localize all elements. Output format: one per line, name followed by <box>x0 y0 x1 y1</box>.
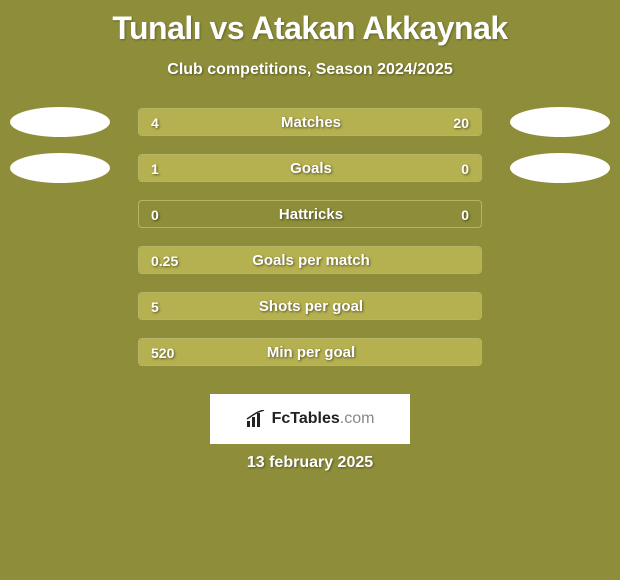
stat-value-right: 0 <box>461 155 469 182</box>
stat-label: Goals <box>139 155 482 182</box>
stat-value-left: 4 <box>151 109 159 136</box>
stat-value-left: 0 <box>151 201 159 228</box>
stat-row: Shots per goal5 <box>0 292 620 320</box>
chart-icon <box>246 410 266 428</box>
stat-bar-track: Goals per match0.25 <box>138 246 482 274</box>
stat-bar-track: Matches4 20 <box>138 108 482 136</box>
stat-row: Hattricks0 0 <box>0 200 620 228</box>
stat-row: Min per goal520 <box>0 338 620 366</box>
stat-bar-track: Goals1 0 <box>138 154 482 182</box>
brand-suffix: .com <box>340 410 375 427</box>
date-text: 13 february 2025 <box>0 454 620 472</box>
stat-bar-track: Shots per goal5 <box>138 292 482 320</box>
brand-text: FcTables.com <box>272 410 375 428</box>
stat-label: Shots per goal <box>139 293 482 320</box>
stat-bar-track: Min per goal520 <box>138 338 482 366</box>
player-avatar-left <box>10 153 110 183</box>
stat-label: Hattricks <box>139 201 482 228</box>
player-avatar-left <box>10 107 110 137</box>
stat-value-left: 1 <box>151 155 159 182</box>
stat-value-left: 520 <box>151 339 174 366</box>
stat-row: Goals1 0 <box>0 154 620 182</box>
stat-value-right: 0 <box>461 201 469 228</box>
brand-main: FcTables <box>272 410 340 427</box>
stat-row: Goals per match0.25 <box>0 246 620 274</box>
stat-label: Matches <box>139 109 482 136</box>
stats-container: Matches420Goals10Hattricks00Goals per ma… <box>0 108 620 384</box>
stat-value-left: 0.25 <box>151 247 178 274</box>
stat-value-left: 5 <box>151 293 159 320</box>
page-subtitle: Club competitions, Season 2024/2025 <box>0 61 620 79</box>
stat-row: Matches4 20 <box>0 108 620 136</box>
stat-label: Goals per match <box>139 247 482 274</box>
page-title: Tunalı vs Atakan Akkaynak <box>0 0 620 47</box>
stat-label: Min per goal <box>139 339 482 366</box>
player-avatar-right <box>510 153 610 183</box>
player-avatar-right <box>510 107 610 137</box>
brand-logo: FcTables.com <box>210 394 410 444</box>
stat-value-right: 20 <box>453 109 469 136</box>
stat-bar-track: Hattricks0 0 <box>138 200 482 228</box>
